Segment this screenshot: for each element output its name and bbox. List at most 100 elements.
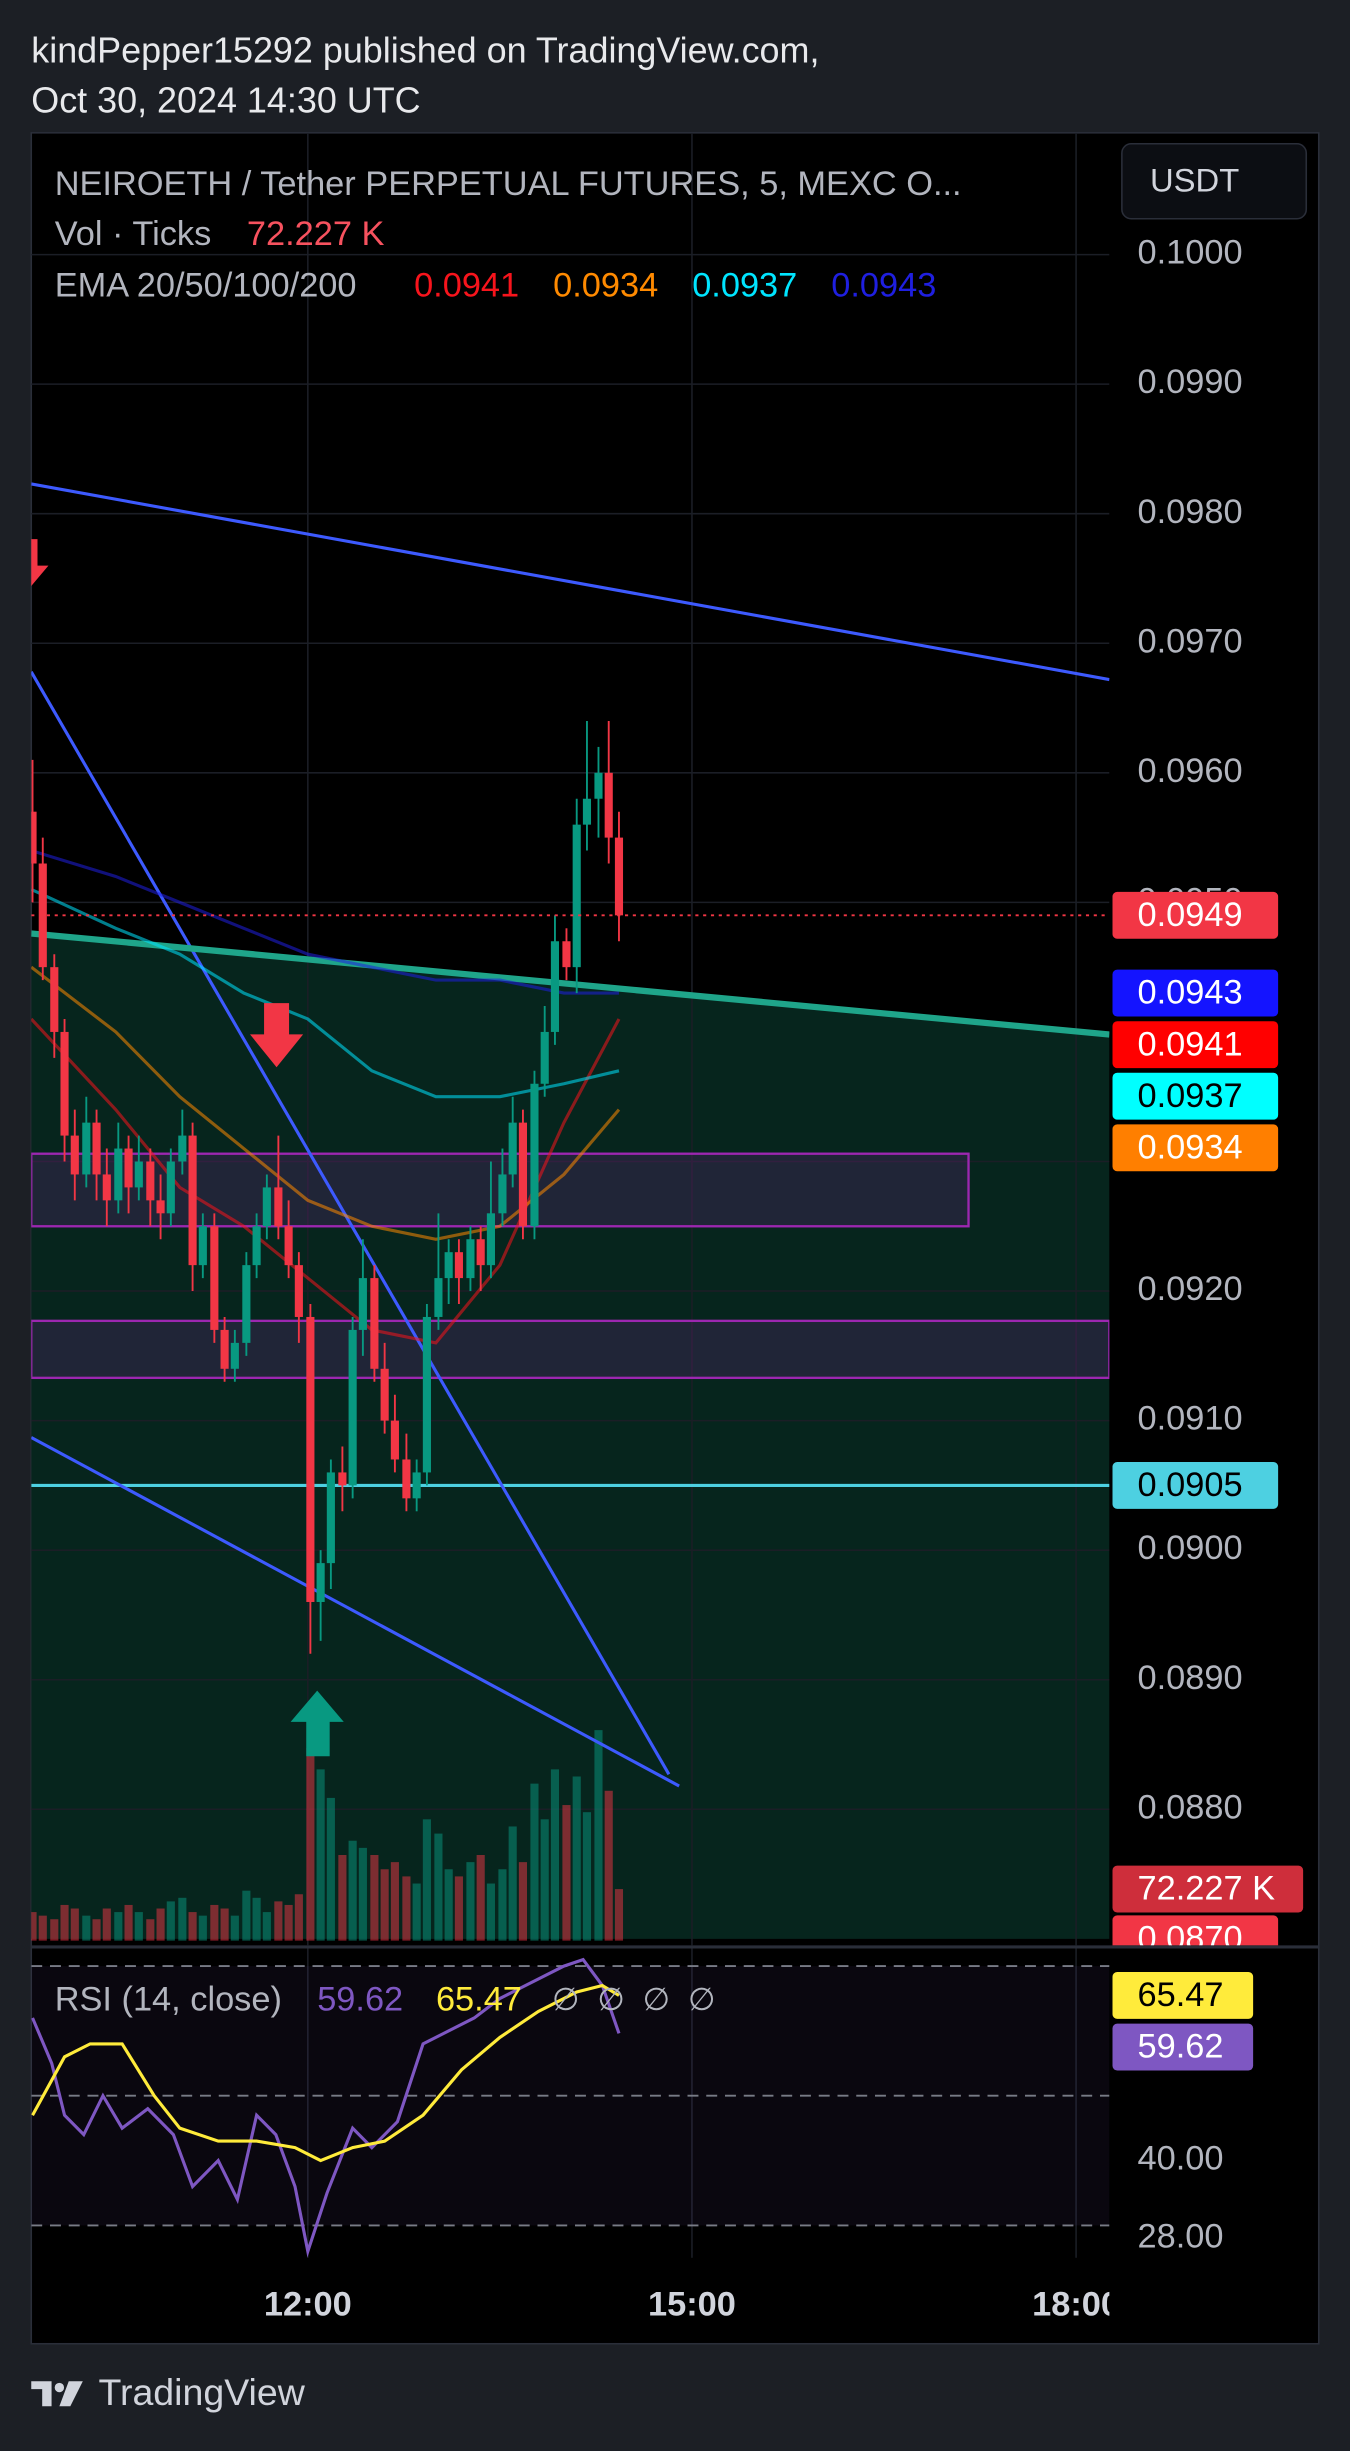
candle-body bbox=[178, 1135, 187, 1162]
y-tick-label: 0.0920 bbox=[1138, 1270, 1243, 1308]
candle-body bbox=[476, 1239, 485, 1266]
price-axis: 0.10000.09900.09800.09700.09600.09500.09… bbox=[1112, 234, 1304, 1957]
candle-body bbox=[370, 1278, 379, 1369]
candle-body bbox=[466, 1239, 475, 1279]
candle-body bbox=[124, 1148, 133, 1188]
axis-price-label: 65.47 bbox=[1138, 1976, 1224, 2014]
candle-body bbox=[444, 1252, 453, 1279]
rsi-pane bbox=[31, 1948, 1110, 2258]
currency-label[interactable]: USDT bbox=[1150, 161, 1239, 198]
axis-price-box bbox=[1112, 1915, 1279, 1946]
candle-body bbox=[198, 1226, 207, 1266]
trend-line bbox=[31, 930, 1110, 1038]
rsi-line bbox=[31, 1983, 620, 2163]
volume-bar bbox=[102, 1908, 111, 1941]
x-tick-label: 18:00 bbox=[1032, 2285, 1120, 2323]
candle-body bbox=[338, 1472, 347, 1486]
brand-name: TradingView bbox=[98, 2371, 305, 2413]
volume-bar bbox=[434, 1833, 443, 1941]
axis-price-label: 0.0937 bbox=[1138, 1077, 1243, 1115]
axis-volume-box bbox=[1112, 1865, 1304, 1913]
candle-body bbox=[230, 1342, 239, 1369]
y-tick-label: 0.0960 bbox=[1138, 752, 1243, 790]
volume-bar bbox=[582, 1812, 592, 1941]
volume-bar bbox=[370, 1854, 379, 1941]
volume-bar bbox=[348, 1840, 357, 1941]
volume-bar bbox=[38, 1915, 47, 1941]
volume-bar bbox=[220, 1908, 229, 1941]
ema-legend-value: 0.0937 bbox=[692, 267, 797, 305]
trend-line bbox=[31, 1436, 680, 1788]
candle-body bbox=[306, 1316, 315, 1602]
volume-bar bbox=[60, 1904, 69, 1941]
ema-legend-value: 0.0943 bbox=[831, 267, 936, 305]
volume-bar bbox=[188, 1912, 197, 1941]
candle-body bbox=[220, 1329, 229, 1369]
volume-bar bbox=[402, 1876, 411, 1941]
volume-bar bbox=[444, 1869, 453, 1941]
volume-bar bbox=[358, 1847, 367, 1941]
volume-bar bbox=[210, 1904, 219, 1941]
candle-body bbox=[422, 1316, 431, 1473]
axis-price-label: 0.0949 bbox=[1138, 896, 1243, 934]
candle-body bbox=[210, 1226, 219, 1330]
publish-date: Oct 30, 2024 14:30 UTC bbox=[31, 80, 420, 121]
volume-bar bbox=[274, 1901, 283, 1941]
volume-bar bbox=[146, 1919, 155, 1941]
candle-body bbox=[284, 1226, 293, 1266]
y-tick-label: 0.0890 bbox=[1138, 1659, 1243, 1697]
volume-bar bbox=[134, 1912, 143, 1941]
volume-bar bbox=[562, 1805, 571, 1941]
candle-body bbox=[604, 772, 613, 838]
candle-body bbox=[38, 863, 47, 968]
candle-body bbox=[412, 1472, 421, 1499]
trend-line bbox=[31, 482, 1110, 682]
volume-bar bbox=[486, 1883, 495, 1941]
volume-bar bbox=[230, 1915, 239, 1941]
candle-body bbox=[594, 772, 603, 799]
logo-mark bbox=[59, 2381, 83, 2407]
y-tick-label: 0.0900 bbox=[1138, 1529, 1243, 1567]
rsi-axis: 40.00 28.00 65.47 59.62 bbox=[1112, 1972, 1254, 2255]
volume-bar bbox=[594, 1730, 603, 1941]
candle-body bbox=[358, 1278, 367, 1330]
candle-body bbox=[92, 1122, 101, 1175]
sell-arrow bbox=[250, 1003, 304, 1068]
rsi-legend-value: 65.47 bbox=[436, 1981, 522, 2019]
candle-body bbox=[434, 1278, 443, 1317]
candle-body bbox=[550, 941, 560, 1032]
volume-bar bbox=[50, 1919, 59, 1941]
volume-bar bbox=[178, 1897, 187, 1941]
x-tick-label: 15:00 bbox=[648, 2285, 736, 2323]
price-pane bbox=[31, 132, 1110, 1946]
axis-price-box bbox=[1112, 1972, 1254, 2019]
candle-body bbox=[60, 1031, 69, 1136]
ema-legend-value: 0.0941 bbox=[414, 267, 519, 305]
volume-bar bbox=[604, 1790, 613, 1941]
axis-price-box bbox=[1112, 2023, 1254, 2071]
currency-button[interactable] bbox=[1121, 142, 1308, 220]
volume-bar bbox=[70, 1908, 79, 1941]
volume-bar bbox=[412, 1883, 421, 1941]
volume-bar bbox=[198, 1915, 207, 1941]
axis-price-label: 0.0870 bbox=[1138, 1919, 1243, 1957]
axis-price-box bbox=[1112, 969, 1279, 1017]
candle-body bbox=[134, 1161, 143, 1188]
axis-price-label: 0.0905 bbox=[1138, 1466, 1243, 1504]
axis-volume-label: 72.227 K bbox=[1138, 1870, 1276, 1908]
volume-bar bbox=[476, 1854, 485, 1941]
axis-price-box bbox=[1112, 1124, 1279, 1172]
y-tick-label: 0.0980 bbox=[1138, 493, 1243, 531]
y-tick-label: 0.1000 bbox=[1138, 234, 1243, 272]
candle-body bbox=[390, 1420, 399, 1460]
rsi-legend-null: ∅ bbox=[688, 1982, 715, 2017]
volume-bar bbox=[338, 1854, 347, 1941]
volume-bar bbox=[114, 1912, 123, 1941]
volume-bar bbox=[530, 1783, 539, 1941]
y-tick-label: 40.00 bbox=[1138, 2140, 1224, 2178]
volume-bar bbox=[498, 1869, 507, 1941]
candle-body bbox=[31, 811, 37, 864]
candle-body bbox=[498, 1174, 507, 1214]
